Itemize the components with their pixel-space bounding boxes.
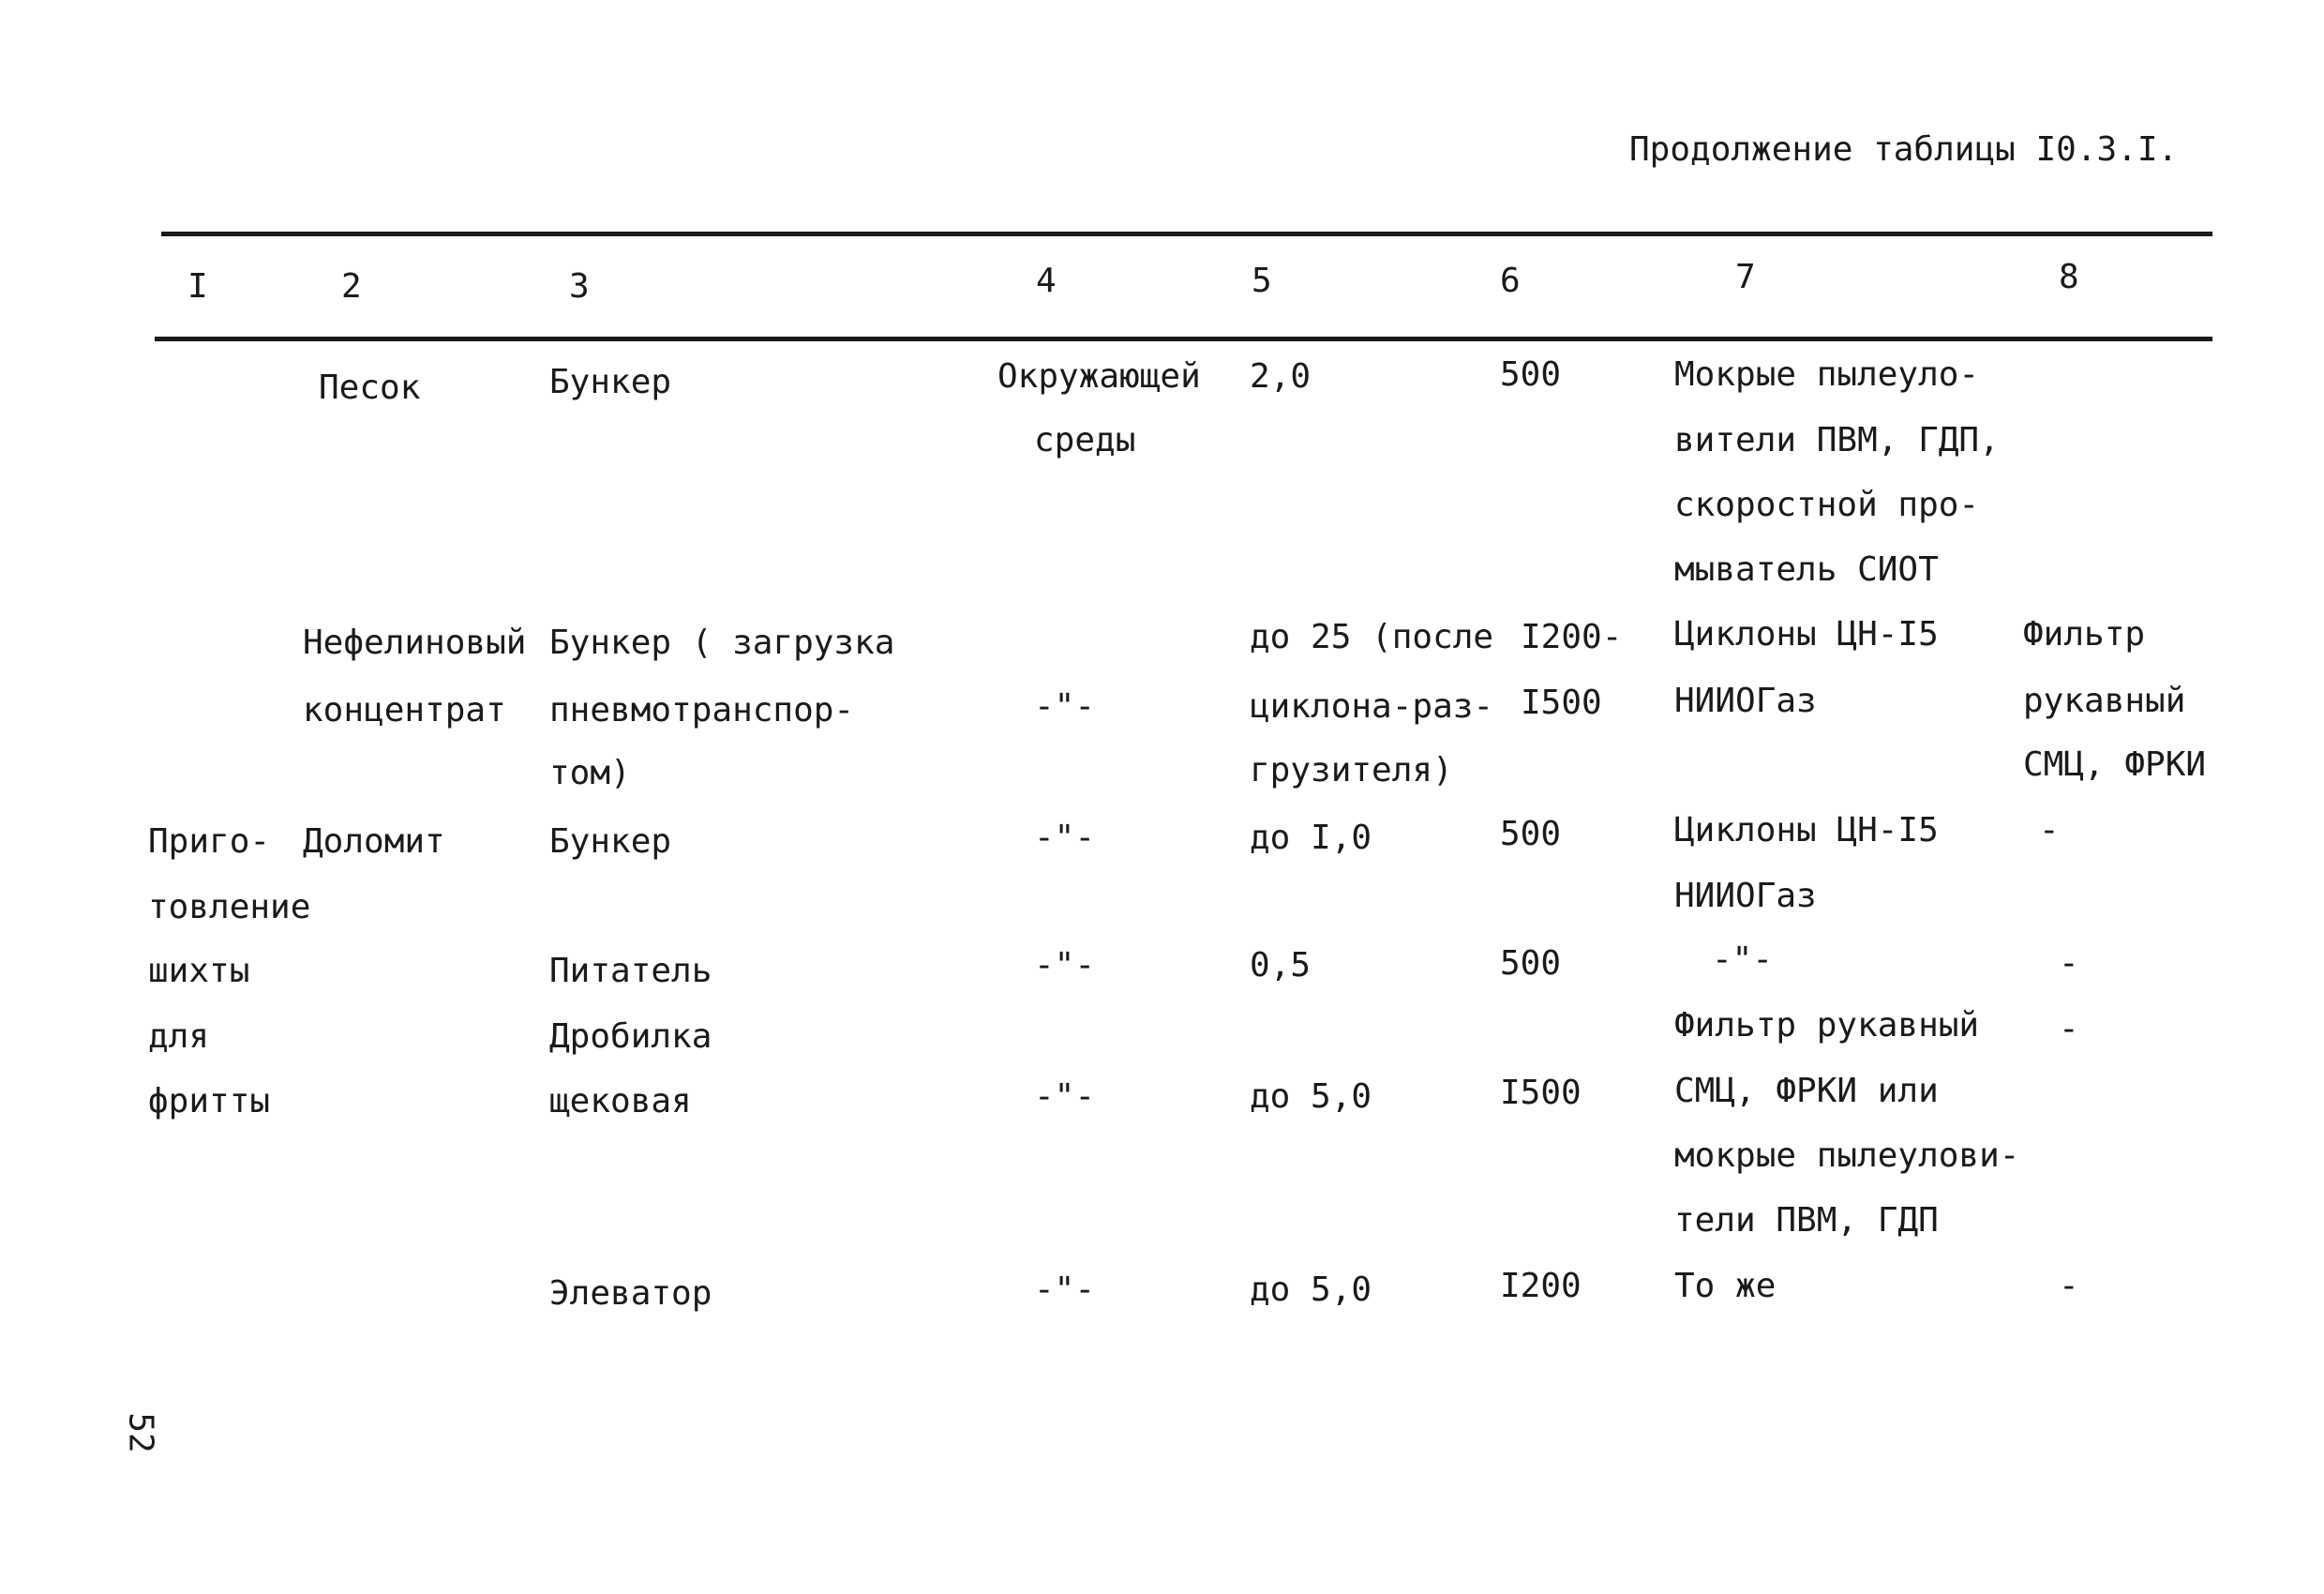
value6-cell: I500 — [1500, 1074, 1582, 1112]
value5-cell: до 5,0 — [1250, 1077, 1372, 1116]
cleaning7-cell: НИИОГаз — [1674, 682, 1817, 720]
process-line: для — [148, 1017, 210, 1056]
value6-cell: I200 — [1500, 1267, 1582, 1305]
column-header-8: 8 — [2059, 258, 2079, 296]
equipment-cell: Питатель — [549, 952, 712, 990]
value6-cell: 500 — [1500, 815, 1562, 853]
cleaning7-cell: Фильтр рукавный — [1674, 1006, 1980, 1045]
cleaning7-cell: Циклоны ЦН-I5 — [1674, 615, 1939, 654]
value6-cell: 500 — [1500, 944, 1562, 983]
material-cell: Доломит — [303, 822, 445, 861]
value5-cell: 0,5 — [1250, 946, 1312, 985]
environment-cell: -"- — [1034, 1077, 1096, 1116]
cleaning7-cell: То же — [1674, 1267, 1777, 1305]
table-top-rule — [161, 232, 2212, 236]
equipment-cell: Элеватор — [549, 1274, 712, 1313]
process-line: фритты — [148, 1082, 271, 1120]
material-cell: Нефелиновый — [303, 624, 527, 662]
value5-cell: до I,0 — [1250, 819, 1372, 857]
value6-cell: 500 — [1500, 355, 1562, 394]
column-header-4: 4 — [1036, 262, 1057, 300]
value6-cell: I500 — [1521, 684, 1602, 722]
value5-cell: циклона-раз- — [1250, 687, 1494, 726]
cleaning7-cell: мокрые пылеулови- — [1674, 1136, 2020, 1175]
environment-cell: -"- — [1034, 687, 1096, 726]
equipment-cell: щековая — [549, 1082, 692, 1120]
cleaning8-cell: - — [2059, 1267, 2079, 1305]
material-cell: концентрат — [303, 691, 506, 729]
cleaning8-cell: - — [2039, 811, 2060, 850]
environment-cell: -"- — [1034, 819, 1096, 857]
cleaning8-cell: СМЦ, ФРКИ — [2023, 745, 2207, 784]
environment-cell: -"- — [1034, 946, 1096, 985]
column-header-5: 5 — [1252, 262, 1272, 300]
environment-cell: среды — [1034, 421, 1136, 459]
cleaning7-cell: Мокрые пылеуло- — [1674, 355, 1980, 394]
cleaning7-cell: тели ПВМ, ГДП — [1674, 1201, 1939, 1240]
equipment-cell: Бункер — [549, 363, 672, 401]
column-header-3: 3 — [569, 267, 590, 306]
cleaning8-cell: - — [2059, 1010, 2079, 1048]
cleaning7-cell: вители ПВМ, ГДП, — [1674, 421, 2000, 459]
environment-cell: Окружающей — [997, 357, 1201, 396]
cleaning7-cell: мыватель СИОТ — [1674, 550, 1939, 589]
equipment-cell: Бункер — [549, 822, 672, 861]
cleaning7-cell: Циклоны ЦН-I5 — [1674, 811, 1939, 850]
column-header-6: 6 — [1500, 262, 1521, 300]
equipment-cell: пневмотранспор- — [549, 691, 855, 729]
cleaning8-cell: - — [2059, 944, 2079, 983]
table-caption: Продолжение таблицы I0.3.I. — [1629, 130, 2179, 169]
table-header-rule — [155, 337, 2212, 341]
value5-cell: грузителя) — [1250, 751, 1453, 789]
column-header-2: 2 — [341, 267, 362, 306]
column-header-7: 7 — [1735, 258, 1756, 296]
cleaning7-cell: скоростной про- — [1674, 486, 1980, 524]
equipment-cell: Дробилка — [549, 1017, 712, 1056]
cleaning7-cell: -"- — [1712, 940, 1774, 979]
cleaning8-cell: рукавный — [2023, 682, 2186, 720]
environment-cell: -"- — [1034, 1271, 1096, 1309]
value5-cell: 2,0 — [1250, 357, 1312, 396]
material-cell: Песок — [319, 368, 421, 407]
equipment-cell: том) — [549, 754, 631, 792]
value6-cell: I200- — [1521, 618, 1623, 656]
column-header-1: I — [187, 267, 208, 306]
process-line: товление — [148, 888, 311, 926]
page-number: 52 — [121, 1412, 160, 1453]
cleaning7-cell: СМЦ, ФРКИ или — [1674, 1072, 1939, 1110]
cleaning8-cell: Фильтр — [2023, 615, 2146, 654]
value5-cell: до 5,0 — [1250, 1271, 1372, 1309]
cleaning7-cell: НИИОГаз — [1674, 877, 1817, 915]
equipment-cell: Бункер ( загрузка — [549, 624, 895, 662]
process-line: Приго- — [148, 822, 271, 861]
process-line: шихты — [148, 952, 250, 990]
value5-cell: до 25 (после — [1250, 618, 1494, 656]
